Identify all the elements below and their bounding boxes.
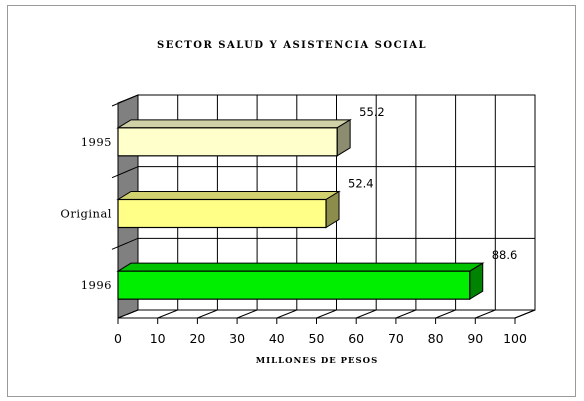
- floor-line: [356, 309, 377, 319]
- floor-line: [117, 309, 139, 319]
- floor-line: [157, 309, 178, 319]
- floor-line: [197, 309, 218, 319]
- labels: 0 10 20 30 40 50 60 70 80 90 100 1995 55.2 Original 52…: [60, 105, 527, 346]
- x-tick-label: 60: [348, 331, 364, 346]
- chart-title: SECTOR SALUD Y ASISTENCIA SOCIAL: [157, 40, 427, 51]
- floor-line: [395, 309, 417, 319]
- bar: [117, 270, 471, 300]
- x-tick-label: 0: [114, 331, 122, 346]
- category-label: Original: [60, 207, 112, 221]
- value-label: 88.6: [492, 248, 518, 262]
- x-tick-label: 90: [467, 331, 483, 346]
- value-label: 52.4: [348, 177, 374, 191]
- x-tick-label: 20: [189, 331, 205, 346]
- bar-top: [116, 191, 341, 200]
- y-tick: [111, 94, 139, 107]
- x-tick-label: 70: [388, 331, 404, 346]
- y-tick: [111, 166, 139, 179]
- floor-line: [475, 309, 496, 319]
- bar: [117, 127, 338, 157]
- floor-line: [276, 309, 297, 319]
- x-tick-label: 80: [428, 331, 444, 346]
- x-tick-label: 10: [150, 331, 166, 346]
- floor-line: [435, 309, 456, 319]
- bar-top: [116, 262, 485, 272]
- x-tick-label: 100: [503, 331, 527, 346]
- y-tick: [111, 237, 139, 250]
- category-label: 1996: [81, 278, 112, 292]
- x-tick-label: 40: [269, 331, 285, 346]
- bar-top: [116, 119, 352, 129]
- value-label: 55.2: [359, 105, 385, 119]
- category-label: 1995: [81, 135, 112, 149]
- x-tick-label: 50: [309, 331, 325, 346]
- x-axis-label: MILLONES DE PESOS: [256, 356, 378, 366]
- bars: [116, 118, 485, 301]
- bar: [117, 198, 327, 229]
- floor-line: [316, 309, 337, 319]
- floor-edge: [514, 309, 536, 319]
- x-tick-label: 30: [229, 331, 245, 346]
- floor-line: [236, 309, 258, 319]
